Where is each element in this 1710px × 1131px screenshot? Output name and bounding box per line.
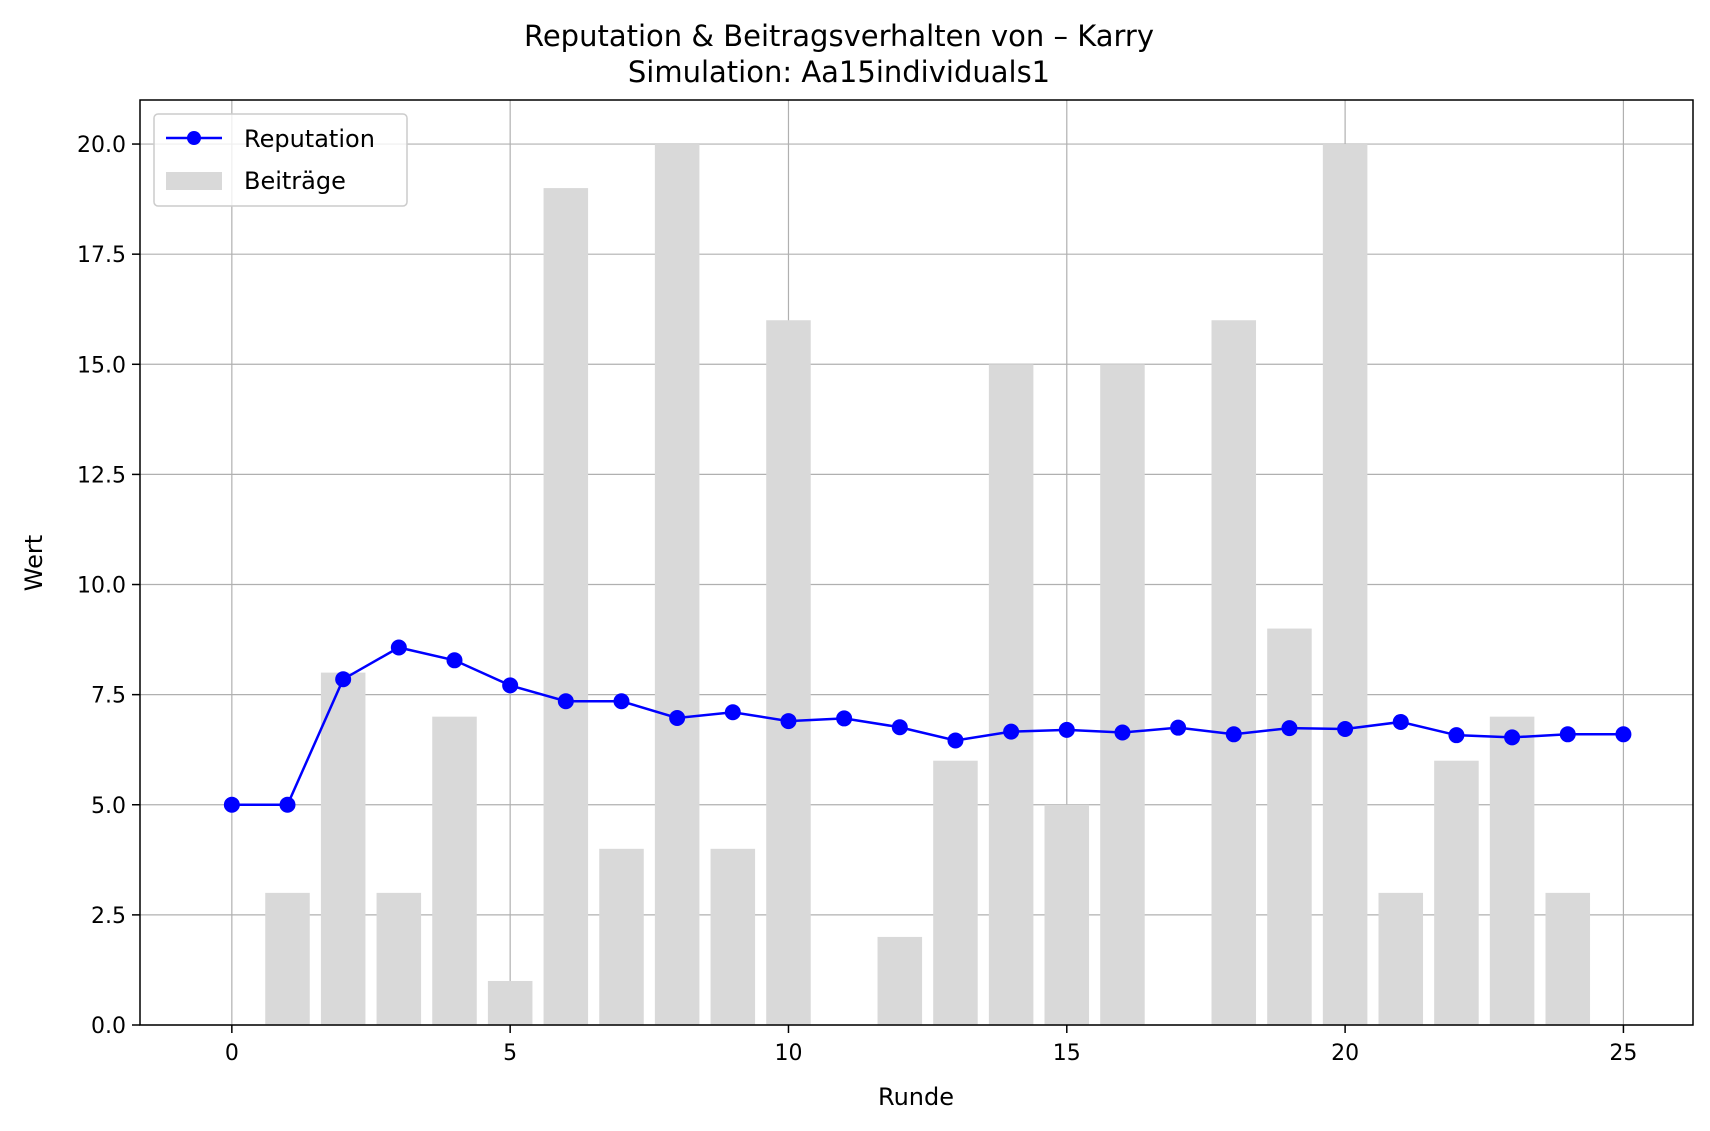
y-axis-title: Wert	[20, 535, 48, 591]
reputation-point	[446, 652, 463, 669]
contribution-bar	[1267, 628, 1312, 1025]
reputation-point	[1058, 721, 1075, 738]
contribution-bar	[766, 320, 811, 1025]
contribution-bar	[933, 760, 978, 1025]
reputation-point	[1337, 721, 1354, 737]
legend-label-reputation: Reputation	[244, 125, 375, 153]
x-tick-label: 0	[225, 1041, 239, 1066]
contribution-bar	[599, 848, 644, 1025]
contribution-bar	[487, 980, 533, 1025]
chart-subtitle: Simulation: Aa15individuals1	[628, 55, 1050, 89]
x-tick-label: 25	[1609, 1041, 1637, 1066]
y-tick-label: 20.0	[77, 133, 126, 158]
y-tick-label: 7.5	[91, 684, 126, 709]
reputation-point	[279, 796, 296, 813]
contribution-bar	[1211, 320, 1257, 1025]
reputation-point	[947, 732, 964, 749]
contribution-bar	[543, 188, 589, 1026]
reputation-point	[1448, 727, 1465, 744]
reputation-point	[1003, 723, 1020, 740]
reputation-point	[891, 719, 908, 736]
contribution-bar	[1434, 760, 1479, 1025]
reputation-line	[231, 646, 1624, 807]
contribution-bar	[432, 716, 477, 1025]
y-tick-label: 15.0	[77, 353, 126, 378]
reputation-line-group	[223, 639, 1632, 813]
y-tick-label: 2.5	[91, 904, 126, 929]
reputation-point	[1114, 724, 1131, 741]
y-tick-label: 5.0	[91, 794, 126, 819]
reputation-point	[1559, 726, 1576, 743]
reputation-point	[1615, 726, 1632, 743]
y-tick-label: 0.0	[91, 1014, 126, 1039]
x-tick-label: 5	[503, 1041, 517, 1066]
reputation-point	[1392, 713, 1409, 730]
legend-label-beitraege: Beiträge	[244, 167, 346, 195]
contribution-bar	[710, 848, 756, 1025]
contribution-bar	[1489, 716, 1535, 1025]
reputation-point	[502, 677, 519, 694]
reputation-point	[724, 704, 741, 721]
reputation-point	[390, 639, 407, 656]
chart-title: Reputation & Beitragsverhalten von – Kar…	[524, 19, 1154, 53]
reputation-point	[1170, 719, 1187, 736]
reputation-point	[613, 693, 630, 710]
y-axis-ticks: 0.0 2.5 5.0 7.5 10.0 12.5 15.0 17.5 20.0	[77, 133, 140, 1039]
x-tick-label: 15	[1053, 1041, 1081, 1066]
x-tick-label: 10	[774, 1041, 802, 1066]
contribution-bar	[654, 144, 700, 1026]
reputation-point	[335, 671, 352, 688]
y-tick-label: 17.5	[77, 243, 126, 268]
reputation-point	[557, 693, 574, 710]
contribution-bar	[320, 672, 366, 1025]
x-axis-title: Runde	[878, 1083, 954, 1111]
reputation-point	[836, 710, 853, 727]
reputation-point	[1225, 726, 1242, 743]
contribution-bar	[376, 892, 422, 1025]
y-tick-label: 12.5	[77, 463, 126, 488]
reputation-point	[1281, 720, 1298, 737]
reputation-point	[780, 713, 797, 730]
legend: Reputation Beiträge	[153, 113, 408, 207]
contribution-bar	[1322, 144, 1368, 1026]
contribution-bar	[988, 364, 1034, 1025]
contribution-bar	[1100, 364, 1145, 1025]
reputation-point	[223, 796, 240, 813]
contribution-bar	[877, 936, 923, 1025]
reputation-point	[669, 709, 686, 726]
contribution-bar	[1378, 892, 1424, 1025]
contribution-bar	[265, 892, 310, 1025]
x-tick-label: 20	[1331, 1041, 1359, 1066]
x-axis-ticks: 0 5 10 15 20 25	[225, 1025, 1637, 1066]
legend-reputation-marker-swatch	[187, 131, 201, 145]
reputation-point	[1504, 729, 1521, 746]
legend-beitraege-swatch	[166, 172, 222, 190]
y-tick-label: 10.0	[77, 574, 126, 599]
plot-frame	[139, 99, 1694, 1026]
contribution-bar	[1545, 892, 1591, 1025]
contribution-bars	[265, 144, 1591, 1026]
contribution-bar	[1044, 804, 1090, 1025]
